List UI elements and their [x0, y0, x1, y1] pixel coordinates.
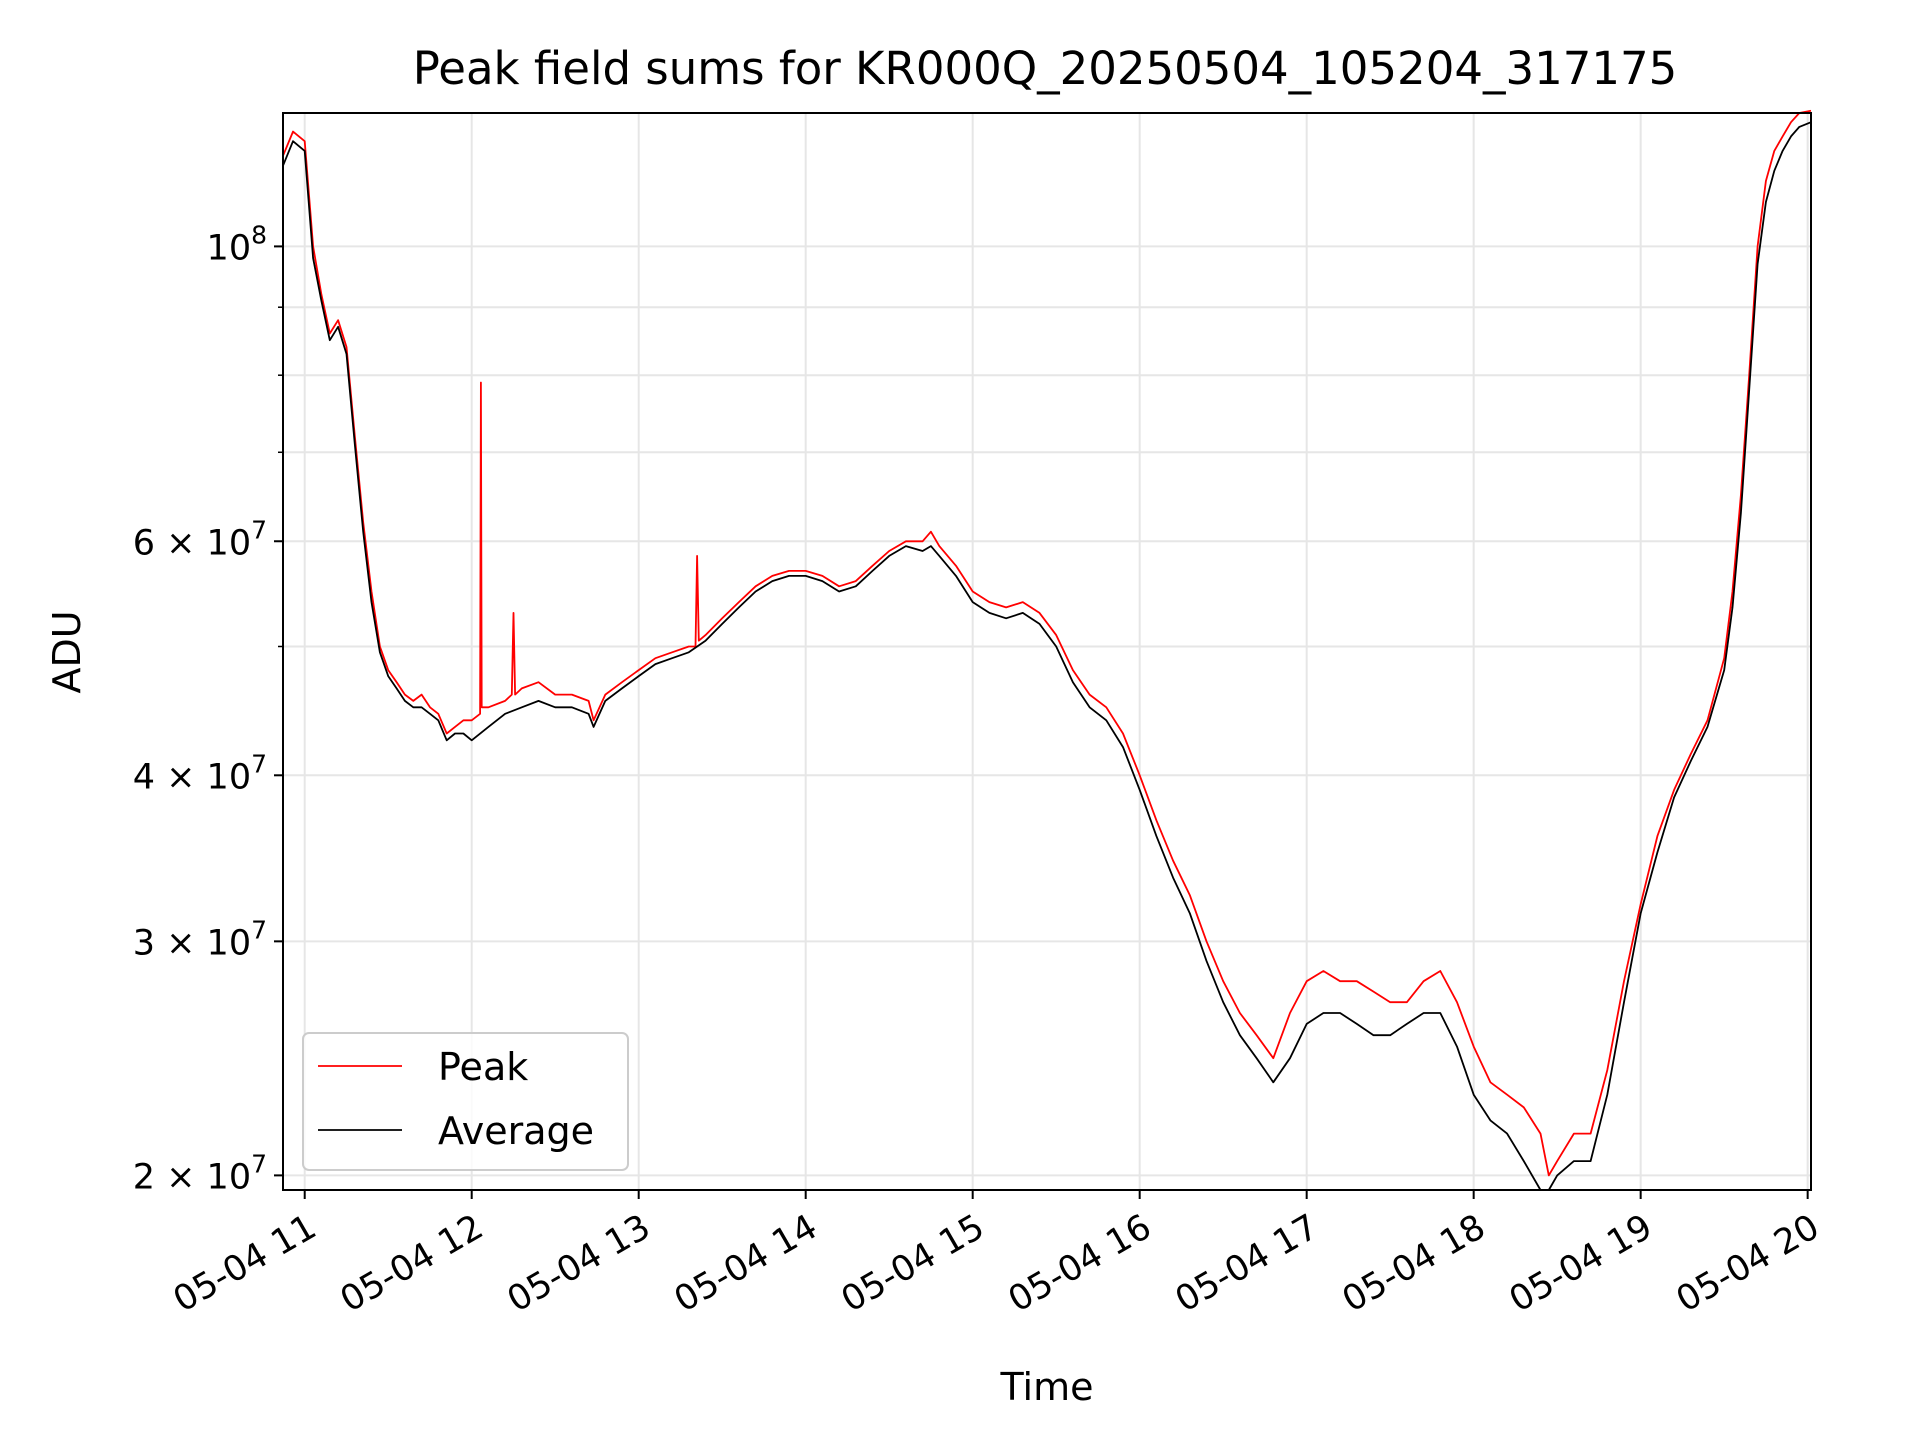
legend: Peak Average — [302, 1032, 629, 1171]
series-group — [282, 109, 1812, 1191]
series-line-peak — [282, 109, 1812, 1177]
y-axis-label: ADU — [45, 610, 89, 693]
y-tick-label: 2 × 107 — [133, 1149, 267, 1197]
series-line-average — [282, 121, 1812, 1191]
legend-average-label: Average — [438, 1109, 594, 1153]
x-axis-label: Time — [1000, 1365, 1094, 1409]
legend-peak-label: Peak — [438, 1045, 528, 1089]
plot-frame — [282, 112, 1812, 1191]
legend-box — [302, 1032, 629, 1171]
y-tick-label: 4 × 107 — [133, 749, 267, 797]
y-tick-label: 6 × 107 — [133, 515, 267, 563]
chart-title: Peak field sums for KR000Q_20250504_1052… — [413, 42, 1677, 95]
y-tick-label: 3 × 107 — [133, 915, 267, 963]
